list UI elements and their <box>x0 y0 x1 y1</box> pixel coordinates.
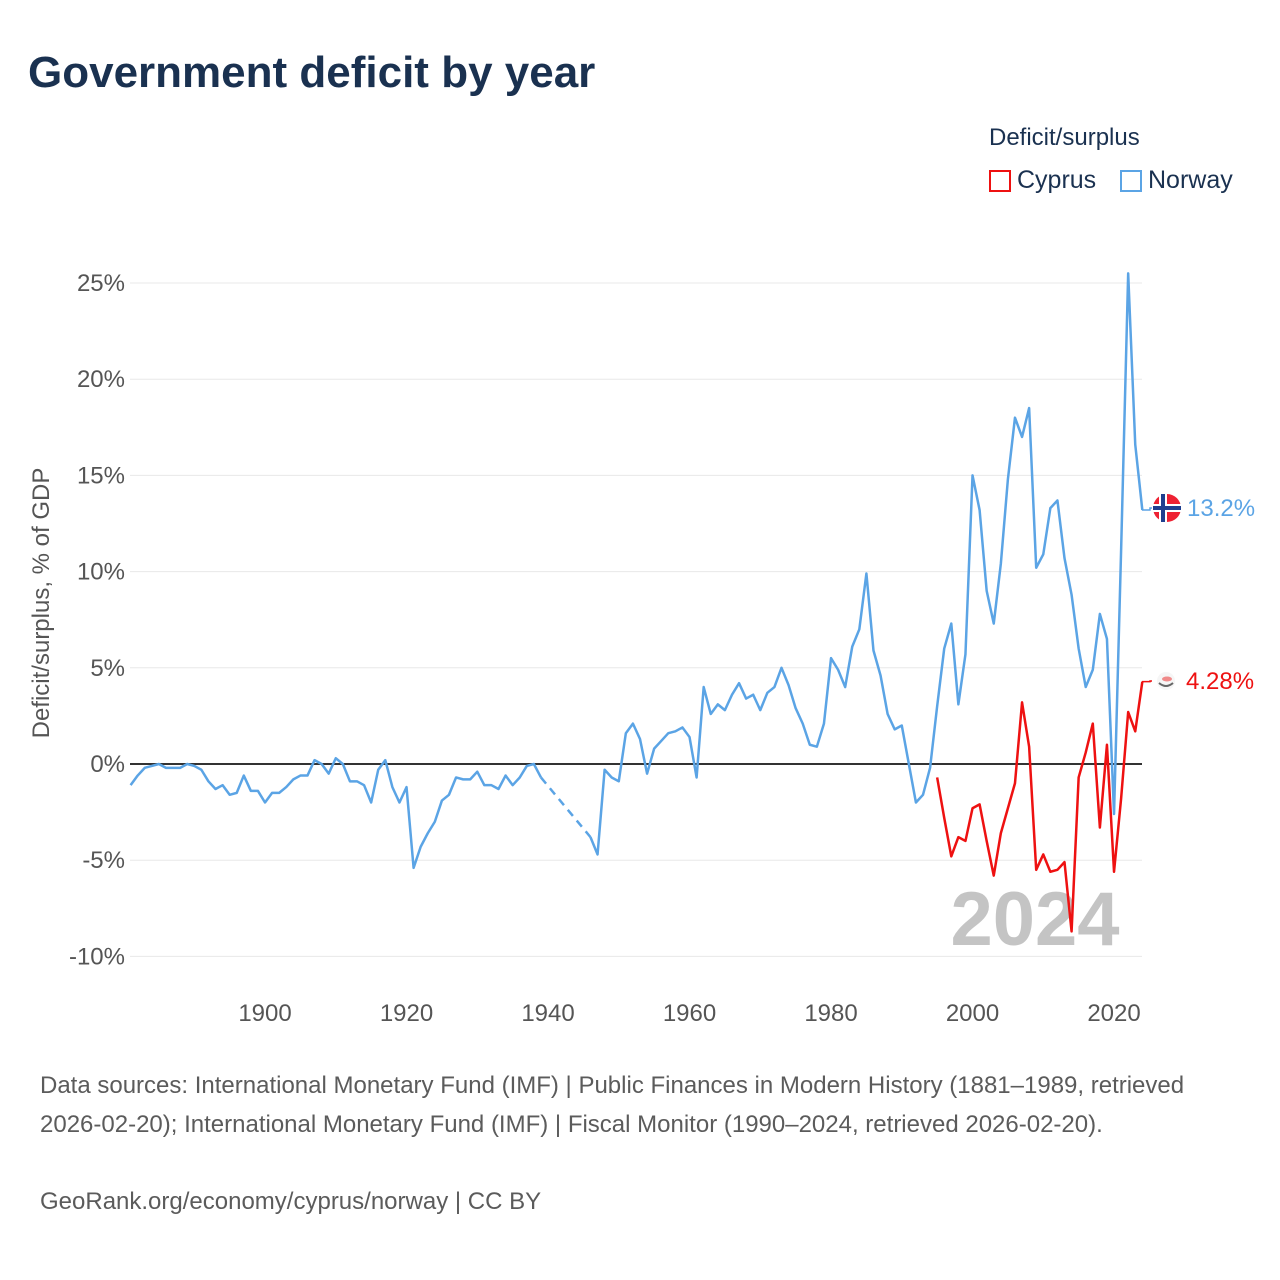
x-tick-label: 2020 <box>1087 1000 1140 1027</box>
norway-flag-icon <box>1153 494 1181 522</box>
y-tick-label: 0% <box>90 751 125 778</box>
legend-label-norway: Norway <box>1148 166 1233 194</box>
series-line-norway <box>589 272 1144 856</box>
x-tick-label: 1960 <box>663 1000 716 1027</box>
y-tick-label: 5% <box>90 655 125 682</box>
y-tick-label: 20% <box>77 366 125 393</box>
y-tick-label: -10% <box>69 943 125 970</box>
credit-link[interactable]: GeoRank.org/economy/cyprus/norway | CC B… <box>40 1188 542 1215</box>
x-tick-label: 1980 <box>804 1000 857 1027</box>
series-line-norway <box>129 756 543 870</box>
year-watermark: 2024 <box>950 877 1119 962</box>
x-tick-label: 1940 <box>521 1000 574 1027</box>
series-line-cyprus <box>935 681 1144 933</box>
x-tick-label: 1920 <box>380 1000 433 1027</box>
chart-title: Government deficit by year <box>28 48 596 97</box>
end-connector <box>1142 680 1152 683</box>
legend-item-cyprus[interactable]: Cyprus <box>989 166 1096 195</box>
y-tick-label: 25% <box>77 270 125 297</box>
y-tick-label: -5% <box>82 847 125 874</box>
x-tick-label: 2000 <box>946 1000 999 1027</box>
cyprus-flag-icon <box>1157 672 1175 690</box>
flag-cross <box>1161 494 1165 522</box>
legend-label-cyprus: Cyprus <box>1017 166 1097 194</box>
x-tick-label: 1900 <box>238 1000 291 1027</box>
flag-cross <box>1153 506 1181 510</box>
legend-item-norway[interactable]: Norway <box>1120 166 1233 195</box>
y-tick-label: 15% <box>77 462 125 489</box>
legend-swatch-cyprus <box>989 169 1011 192</box>
legend-swatch-norway <box>1120 169 1142 192</box>
flag-branches <box>1158 682 1174 687</box>
flag-island <box>1162 676 1172 682</box>
end-value-label-cyprus: 4.28% <box>1186 668 1254 695</box>
series-gap-norway <box>539 776 592 838</box>
end-connector <box>1142 507 1152 511</box>
end-value-label-norway: 13.2% <box>1187 495 1255 522</box>
legend-title: Deficit/surplus <box>989 124 1140 151</box>
y-tick-label: 10% <box>77 559 125 586</box>
data-sources: Data sources: International Monetary Fun… <box>40 1072 1185 1138</box>
